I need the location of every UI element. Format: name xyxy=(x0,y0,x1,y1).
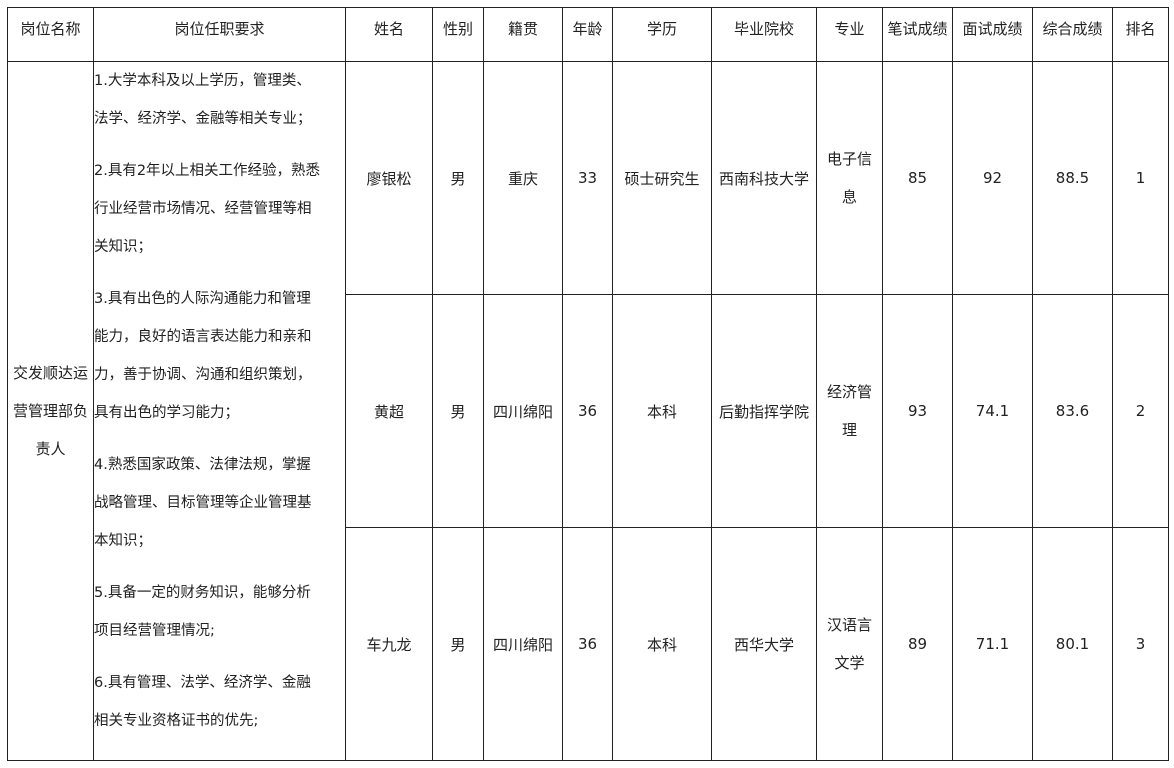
requirement-line: 3.具有出色的人际沟通能力和管理 xyxy=(94,291,311,307)
cell-origin: 重庆 xyxy=(483,61,563,295)
cell-rank: 3 xyxy=(1112,527,1169,761)
cell-name: 车九龙 xyxy=(345,527,433,761)
cell-written: 93 xyxy=(882,294,953,528)
column-header: 排名 xyxy=(1112,7,1169,62)
cell-gender: 男 xyxy=(432,527,484,761)
cell-interview: 74.1 xyxy=(952,294,1033,528)
requirement-line: 1.大学本科及以上学历，管理类、 xyxy=(94,73,311,89)
column-header: 专业 xyxy=(816,7,883,62)
cell-written: 85 xyxy=(882,61,953,295)
cell-name: 廖银松 xyxy=(345,61,433,295)
requirement-line: 具有出色的学习能力； xyxy=(94,405,240,421)
cell-education: 本科 xyxy=(612,527,712,761)
cell-gender: 男 xyxy=(432,61,484,295)
cell-total: 83.6 xyxy=(1032,294,1113,528)
cell-education: 本科 xyxy=(612,294,712,528)
requirement-item: 4.熟悉国家政策、法律法规，掌握 战略管理、目标管理等企业管理基 本知识； xyxy=(94,446,345,560)
requirement-item: 5.具备一定的财务知识，能够分析 项目经营管理情况; xyxy=(94,574,345,650)
cell-education: 硕士研究生 xyxy=(612,61,712,295)
column-header: 岗位名称 xyxy=(7,7,94,62)
requirement-line: 相关专业资格证书的优先; xyxy=(94,713,259,729)
cell-major: 电子信息 xyxy=(816,61,883,295)
requirement-line: 力，善于协调、沟通和组织策划， xyxy=(94,367,312,383)
cell-age: 36 xyxy=(562,294,613,528)
column-header: 性别 xyxy=(432,7,484,62)
requirement-line: 2.具有2年以上相关工作经验，熟悉 xyxy=(94,163,321,179)
requirement-line: 法学、经济学、金融等相关专业； xyxy=(94,111,312,127)
column-header: 面试成绩 xyxy=(952,7,1033,62)
requirement-line: 4.熟悉国家政策、法律法规，掌握 xyxy=(94,457,311,473)
column-header: 综合成绩 xyxy=(1032,7,1113,62)
cell-major: 经济管理 xyxy=(816,294,883,528)
requirement-line: 5.具备一定的财务知识，能够分析 xyxy=(94,585,311,601)
requirement-line: 6.具有管理、法学、经济学、金融 xyxy=(94,675,311,691)
cell-total: 88.5 xyxy=(1032,61,1113,295)
requirement-line: 项目经营管理情况; xyxy=(94,623,215,639)
requirement-line: 战略管理、目标管理等企业管理基 xyxy=(94,495,312,511)
requirement-item: 3.具有出色的人际沟通能力和管理 能力，良好的语言表达能力和亲和 力，善于协调、沟通… xyxy=(94,280,345,432)
cell-gender: 男 xyxy=(432,294,484,528)
cell-origin: 四川绵阳 xyxy=(483,294,563,528)
requirement-item: 6.具有管理、法学、经济学、金融 相关专业资格证书的优先; xyxy=(94,664,345,740)
column-header: 籍贯 xyxy=(483,7,563,62)
column-header: 学历 xyxy=(612,7,712,62)
requirement-item: 1.大学本科及以上学历，管理类、 法学、经济学、金融等相关专业； xyxy=(94,63,345,139)
cell-rank: 1 xyxy=(1112,61,1169,295)
cell-rank: 2 xyxy=(1112,294,1169,528)
column-header: 岗位任职要求 xyxy=(93,7,346,62)
column-header: 毕业院校 xyxy=(711,7,817,62)
cell-total: 80.1 xyxy=(1032,527,1113,761)
requirement-line: 能力，良好的语言表达能力和亲和 xyxy=(94,329,312,345)
cell-interview: 71.1 xyxy=(952,527,1033,761)
cell-age: 33 xyxy=(562,61,613,295)
header-row: 岗位名称 岗位任职要求 姓名 性别 籍贯 年龄 学历 毕业院校 专业 笔试成绩 面试成绩 综合成绩 排名 xyxy=(7,7,1169,62)
candidate-results-table: 岗位名称 岗位任职要求 姓名 性别 籍贯 年龄 学历 毕业院校 专业 笔试成绩 面试成绩 综合成绩 排名… xyxy=(7,7,1169,761)
cell-interview: 92 xyxy=(952,61,1033,295)
cell-age: 36 xyxy=(562,527,613,761)
column-header: 笔试成绩 xyxy=(882,7,953,62)
column-header: 年龄 xyxy=(562,7,613,62)
table-row: 车九龙男四川绵阳 36 本科 西华大学 汉语言文学 89 71.1 80.1 3 xyxy=(8,527,1169,761)
position-requirements: 1.大学本科及以上学历，管理类、 法学、经济学、金融等相关专业； 2.具有2年以上相… xyxy=(93,61,346,761)
requirement-line: 关知识； xyxy=(94,239,153,255)
cell-written: 89 xyxy=(882,527,953,761)
requirement-line: 本知识； xyxy=(94,533,153,549)
table-row: 交发顺达运营管理部负责人 1.大学本科及以上学历，管理类、 法学、经济学、金融等相关… xyxy=(7,61,1169,761)
requirement-item: 2.具有2年以上相关工作经验，熟悉 行业经营市场情况、经营管理等相 关知识； xyxy=(94,152,345,266)
cell-school: 西南科技大学 xyxy=(711,61,817,295)
cell-major: 汉语言文学 xyxy=(816,527,883,761)
requirement-line: 行业经营市场情况、经营管理等相 xyxy=(94,201,312,217)
column-header: 姓名 xyxy=(345,7,433,62)
cell-school: 西华大学 xyxy=(711,527,817,761)
table-row: 黄超男四川绵阳 36 本科 后勤指挥学院 经济管理 93 74.1 83.6 2 xyxy=(8,294,1169,528)
cell-origin: 四川绵阳 xyxy=(483,527,563,761)
position-name: 交发顺达运营管理部负责人 xyxy=(7,61,94,761)
cell-name: 黄超 xyxy=(345,294,433,528)
cell-school: 后勤指挥学院 xyxy=(711,294,817,528)
